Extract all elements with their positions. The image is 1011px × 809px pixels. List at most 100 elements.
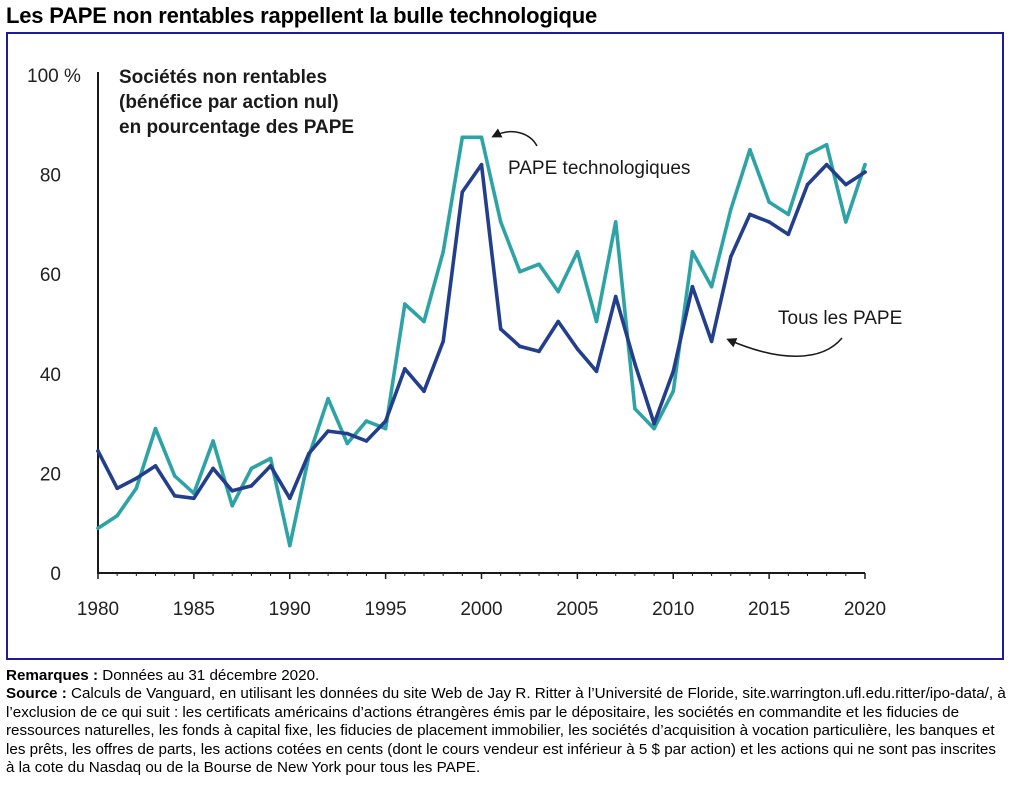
point-tech-1986 — [211, 439, 215, 443]
point-tech-1981 — [115, 513, 119, 518]
point-tech-2020 — [863, 162, 867, 167]
point-all-1995 — [383, 419, 388, 423]
x-tick-label: 1995 — [364, 599, 406, 620]
point-all-1998 — [441, 339, 445, 344]
point-tech-1992 — [326, 396, 330, 401]
annotation-tech-arrow — [491, 128, 538, 147]
point-all-2009 — [652, 421, 656, 426]
point-all-2012 — [709, 339, 714, 344]
x-tick-label: 2005 — [556, 599, 598, 620]
point-tech-2004 — [556, 289, 560, 294]
point-all-2003 — [537, 349, 541, 354]
point-all-2000 — [479, 162, 484, 167]
remarks-label: Remarques : — [6, 667, 99, 684]
point-tech-2002 — [518, 269, 522, 274]
annotation-all-arrow — [726, 337, 843, 357]
point-tech-1999 — [460, 135, 465, 140]
chart-frame — [6, 32, 1004, 660]
y-tick-label: 100 % — [27, 66, 81, 87]
chart-notes: Remarques : Données au 31 décembre 2020.… — [6, 667, 1006, 777]
point-all-1982 — [134, 476, 139, 481]
point-tech-1984 — [172, 474, 177, 478]
point-tech-1996 — [403, 302, 407, 306]
remarks-line: Remarques : Données au 31 décembre 2020. — [6, 667, 1006, 685]
source-line: Source : Calculs de Vanguard, en utilisa… — [6, 685, 1006, 777]
point-tech-2006 — [594, 319, 599, 324]
remarks-text: Données au 31 décembre 2020. — [98, 667, 320, 684]
point-tech-1983 — [153, 426, 158, 431]
point-all-2020 — [863, 170, 867, 174]
x-tick-label: 1985 — [173, 599, 215, 620]
point-all-2014 — [748, 212, 752, 217]
point-all-1980 — [96, 449, 100, 453]
x-tick-label: 2015 — [748, 599, 790, 620]
source-label: Source : — [6, 685, 67, 703]
point-tech-2016 — [786, 212, 791, 217]
point-all-1999 — [460, 190, 465, 194]
point-tech-2005 — [575, 249, 580, 254]
point-all-2001 — [498, 327, 503, 331]
point-tech-1989 — [268, 456, 273, 461]
point-all-1996 — [403, 367, 407, 371]
point-all-2004 — [556, 319, 560, 324]
y-tick-label: 80 — [40, 166, 61, 187]
y-tick-label: 60 — [40, 265, 61, 286]
y-tick-label: 40 — [40, 365, 61, 386]
point-tech-2018 — [824, 142, 829, 147]
point-all-1992 — [326, 429, 330, 433]
point-all-1984 — [172, 494, 177, 498]
annotation-all-label: Tous les PAPE — [778, 308, 902, 329]
point-tech-1994 — [364, 419, 369, 423]
point-tech-2011 — [690, 249, 695, 254]
point-tech-1998 — [441, 249, 445, 254]
point-all-2007 — [613, 294, 618, 299]
point-all-2005 — [575, 347, 580, 351]
point-tech-1982 — [134, 486, 139, 491]
x-tick-label: 2000 — [460, 599, 502, 620]
x-tick-label: 2010 — [652, 599, 694, 620]
y-tick-label: 20 — [40, 464, 61, 485]
point-tech-1993 — [345, 441, 350, 446]
chart-title: Les PAPE non rentables rappellent la bul… — [6, 3, 598, 28]
point-tech-2003 — [537, 262, 541, 267]
point-all-1991 — [307, 451, 311, 456]
point-all-2013 — [728, 254, 733, 259]
point-all-2011 — [690, 284, 695, 289]
point-tech-2017 — [805, 152, 810, 157]
point-tech-1990 — [287, 543, 292, 548]
point-all-2006 — [594, 369, 599, 374]
point-all-2018 — [824, 162, 829, 167]
point-all-2016 — [786, 232, 791, 237]
point-all-1993 — [345, 431, 350, 436]
point-all-1989 — [268, 464, 273, 468]
point-all-1987 — [230, 489, 235, 493]
point-tech-2012 — [709, 284, 714, 289]
point-all-2019 — [844, 182, 848, 187]
point-all-1994 — [364, 439, 369, 443]
point-all-1985 — [192, 496, 196, 501]
point-all-2015 — [767, 220, 771, 224]
point-tech-2013 — [728, 207, 733, 212]
point-all-1981 — [115, 486, 119, 491]
x-tick-label: 2020 — [844, 599, 886, 620]
point-tech-2001 — [498, 220, 503, 224]
point-all-1983 — [153, 464, 158, 468]
point-tech-2009 — [652, 426, 656, 431]
point-tech-2015 — [767, 200, 771, 204]
point-tech-1987 — [230, 503, 235, 508]
inner-title-line-3: en pourcentage des PAPE — [119, 117, 354, 138]
point-all-2010 — [671, 369, 676, 374]
point-tech-1997 — [422, 319, 426, 324]
inner-title-line-1: Sociétés non rentables — [119, 67, 327, 88]
point-tech-1995 — [383, 426, 388, 431]
point-all-1988 — [249, 484, 254, 488]
point-all-2002 — [518, 344, 522, 349]
inner-title-line-2: (bénéfice par action nul) — [119, 92, 339, 113]
point-tech-2014 — [748, 147, 752, 152]
annotation-tech-label: PAPE technologiques — [508, 158, 690, 179]
point-tech-1980 — [96, 526, 100, 530]
line-chart: 0 20 40 60 80 100 % 1980 1985 1990 1995 2000 2005 20… — [27, 66, 902, 620]
point-tech-2007 — [613, 220, 618, 224]
point-tech-2019 — [844, 220, 848, 224]
point-tech-2008 — [633, 406, 637, 411]
